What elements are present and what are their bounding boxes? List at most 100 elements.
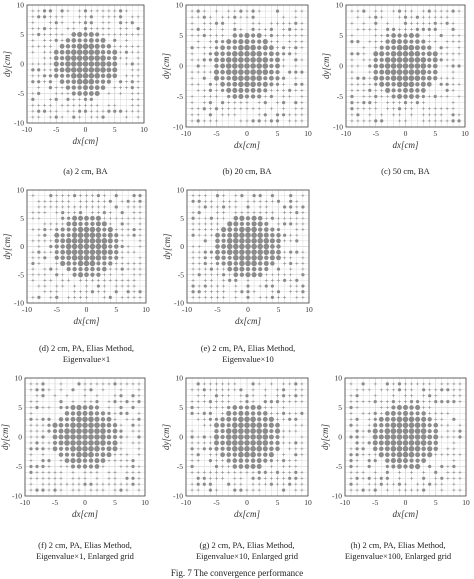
data-point	[294, 476, 298, 480]
data-point	[408, 63, 415, 69]
data-point	[234, 194, 238, 198]
data-point	[433, 40, 437, 43]
data-point	[76, 61, 83, 67]
data-point	[131, 417, 135, 421]
caption-line: (d) 2 cm, PA, Elias Method,	[38, 343, 135, 353]
data-point	[355, 400, 359, 403]
data-point	[112, 446, 118, 452]
data-point	[31, 256, 35, 260]
data-point	[43, 239, 47, 243]
data-point	[49, 239, 53, 243]
data-point	[233, 482, 237, 486]
data-point	[251, 482, 255, 486]
data-point	[113, 412, 117, 415]
data-point	[191, 290, 195, 294]
data-point	[65, 465, 69, 468]
data-point	[234, 290, 238, 294]
data-point	[89, 260, 96, 267]
data-point	[130, 92, 134, 95]
data-point	[269, 429, 274, 434]
data-point	[196, 394, 200, 398]
data-point	[82, 61, 89, 67]
data-point	[374, 34, 378, 37]
data-point	[244, 87, 250, 93]
data-point	[113, 103, 117, 107]
data-point	[84, 272, 89, 278]
data-point	[300, 107, 304, 111]
data-point	[446, 471, 450, 474]
data-point	[41, 441, 45, 445]
data-point	[43, 211, 47, 214]
data-point	[41, 382, 45, 386]
data-point	[402, 410, 409, 416]
data-point	[294, 453, 298, 457]
data-point	[239, 488, 243, 492]
data-point	[373, 51, 379, 57]
data-point	[350, 76, 354, 80]
data-point	[300, 447, 304, 451]
data-point	[427, 15, 431, 19]
data-point	[214, 422, 219, 428]
data-point	[29, 400, 33, 403]
data-point	[238, 416, 244, 423]
data-point	[414, 428, 421, 434]
x-tick-label: -5	[53, 125, 59, 134]
data-point	[196, 400, 200, 403]
data-point	[83, 232, 90, 238]
data-point	[390, 434, 397, 440]
data-point	[277, 216, 280, 220]
data-point	[213, 69, 220, 75]
data-point	[216, 267, 219, 271]
data-point	[391, 82, 396, 87]
x-tick-label: 0	[84, 125, 88, 134]
data-point	[457, 52, 461, 56]
data-point	[288, 471, 292, 474]
data-point	[89, 382, 93, 386]
data-point	[190, 95, 194, 98]
data-point	[349, 453, 353, 457]
data-point	[427, 417, 432, 422]
data-point	[54, 73, 59, 79]
data-point	[37, 62, 41, 66]
data-point	[95, 32, 100, 37]
data-point	[239, 260, 245, 267]
data-point	[390, 416, 396, 422]
data-point	[91, 199, 94, 203]
data-point	[232, 87, 238, 93]
data-point	[214, 40, 219, 44]
data-point	[355, 488, 359, 492]
data-point	[439, 9, 443, 13]
data-point	[368, 88, 372, 92]
data-point	[65, 243, 72, 250]
data-point	[106, 67, 112, 73]
data-point	[445, 21, 449, 25]
data-point	[268, 416, 274, 422]
data-point	[66, 103, 70, 107]
data-point	[29, 470, 33, 474]
data-point	[47, 465, 51, 468]
data-point	[362, 76, 366, 80]
data-point	[221, 238, 226, 243]
data-point	[433, 428, 439, 434]
data-point	[349, 435, 353, 439]
data-point	[270, 107, 273, 111]
data-point	[408, 81, 415, 88]
data-point	[433, 21, 437, 25]
data-point	[130, 109, 134, 113]
data-point	[238, 57, 244, 63]
data-point	[402, 446, 409, 452]
data-point	[385, 388, 389, 392]
data-point	[100, 422, 106, 428]
data-point	[59, 400, 63, 404]
data-point	[232, 416, 238, 422]
data-point	[130, 21, 134, 25]
data-point	[232, 464, 238, 469]
data-point	[72, 227, 77, 232]
data-point	[232, 57, 238, 63]
data-point	[288, 447, 292, 451]
data-point	[428, 406, 432, 409]
data-point	[402, 51, 409, 57]
data-point	[289, 261, 293, 266]
data-point	[257, 232, 263, 238]
